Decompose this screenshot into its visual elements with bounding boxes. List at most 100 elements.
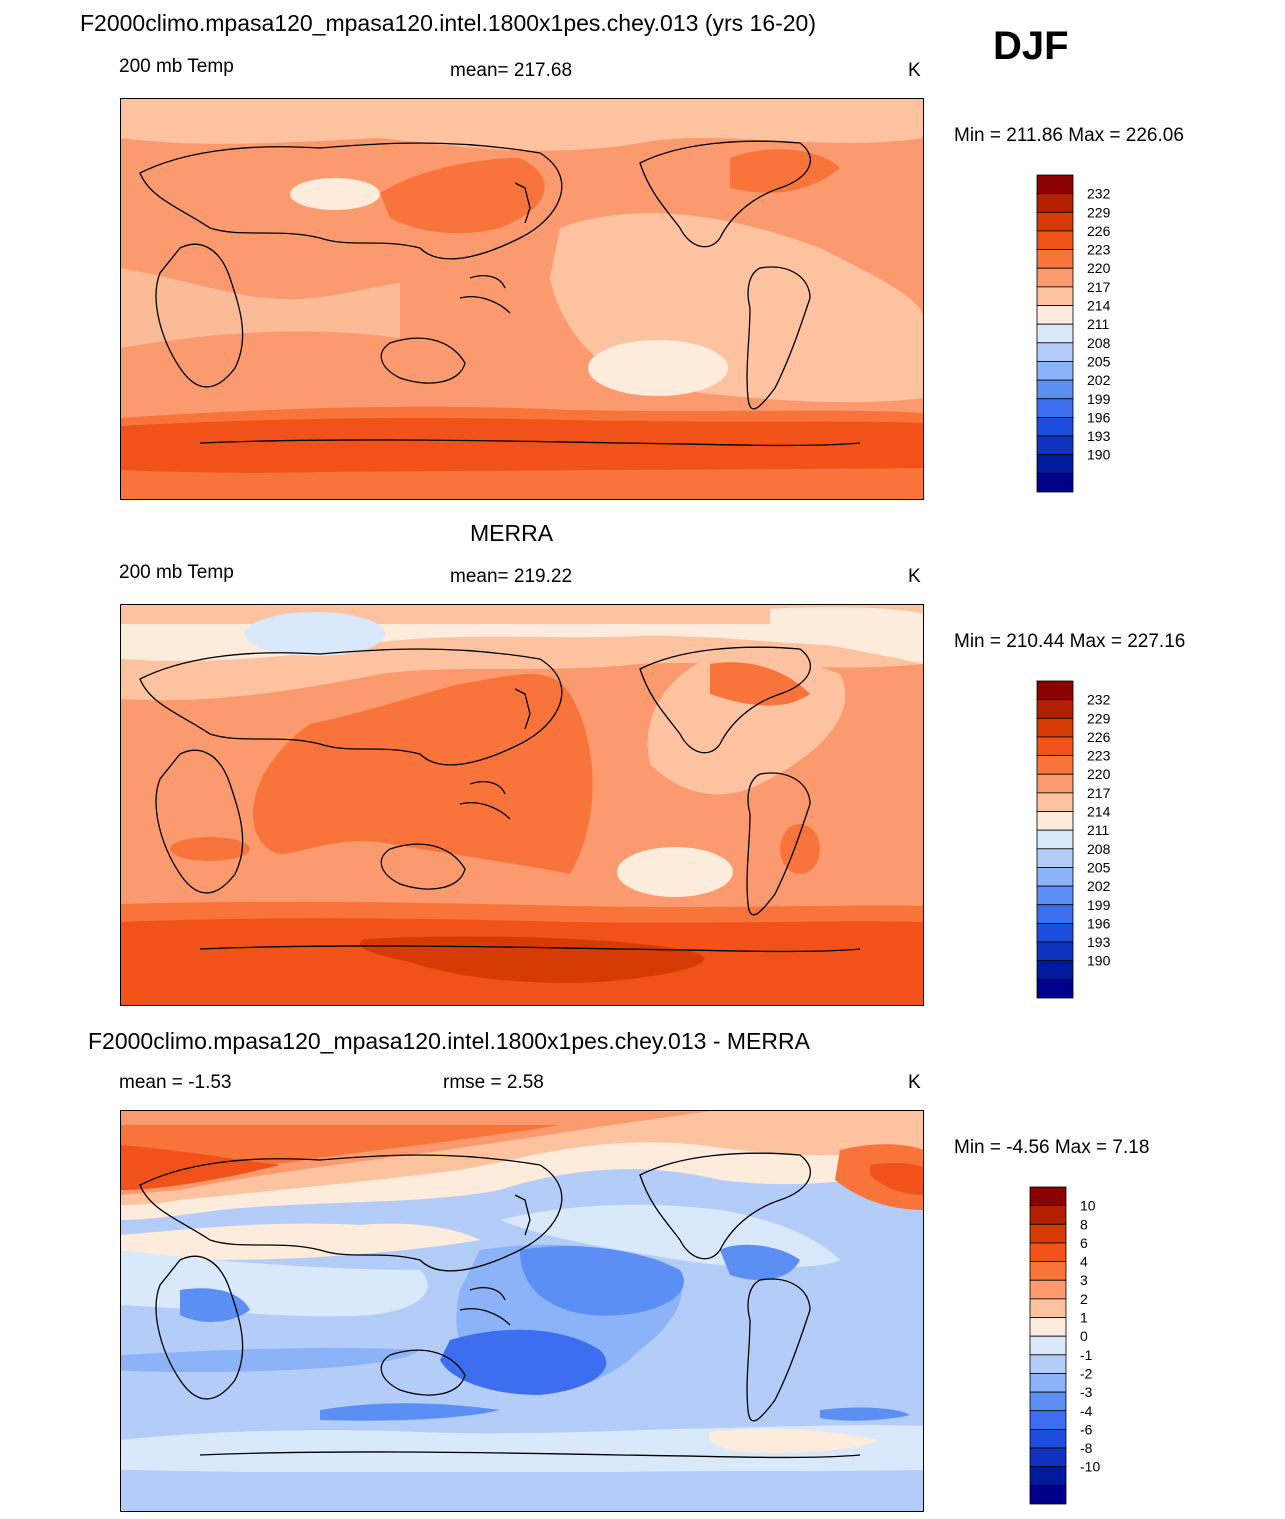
mean-label-diff: mean = -1.53: [119, 1072, 232, 1093]
minmax-label-model: Min = 211.86 Max = 226.06: [954, 125, 1184, 146]
colorbar-swatch: [1036, 867, 1074, 887]
colorbar-label: -6: [1080, 1421, 1093, 1437]
colorbar-label: 226: [1087, 729, 1111, 745]
field-contour: [820, 1407, 910, 1421]
colorbar-label: 8: [1080, 1216, 1088, 1232]
colorbar-label: 208: [1087, 335, 1111, 351]
field-contour: [360, 936, 705, 983]
season-label: DJF: [993, 24, 1069, 68]
colorbar-swatch: [1036, 472, 1074, 493]
field-contour: [870, 1162, 924, 1195]
colorbar-swatch: [1036, 174, 1074, 195]
field-contour: [120, 1145, 280, 1190]
colorbar-swatch: [1036, 680, 1074, 701]
colorbar-swatch: [1029, 1335, 1067, 1356]
colorbar-model: 232 229 226 223 220 217 214 211 208 205 202 199 196 1…: [1036, 174, 1111, 493]
colorbar-swatch: [1036, 792, 1074, 812]
colorbar-swatch: [1036, 249, 1074, 269]
colorbar-swatch: [1036, 193, 1074, 213]
colorbar-swatch: [1036, 699, 1074, 719]
colorbar-swatch: [1036, 811, 1074, 831]
colorbar-swatch: [1036, 454, 1074, 474]
colorbar-swatch: [1029, 1186, 1067, 1207]
colorbar-swatch: [1036, 211, 1074, 232]
colorbar-label: 1: [1080, 1310, 1088, 1326]
map-frame: [120, 1110, 924, 1512]
colorbar-obs: 232 229 226 223 220 217 214 211 208 205 202 199 196 1…: [1036, 680, 1111, 999]
coastlines: [139, 646, 861, 953]
colorbar-swatch: [1029, 1298, 1067, 1318]
colorbar-label: 211: [1087, 822, 1110, 838]
colorbar-label: 229: [1087, 710, 1111, 726]
colorbar-label: 220: [1087, 260, 1111, 276]
colorbar-swatch: [1036, 773, 1074, 794]
colorbar-swatch: [1029, 1205, 1067, 1225]
colorbar-swatch: [1036, 398, 1074, 418]
colorbar-label: 4: [1080, 1254, 1088, 1270]
colorbar-label: 208: [1087, 841, 1111, 857]
colorbar-label: 196: [1087, 915, 1111, 931]
colorbar-label: 211: [1087, 316, 1110, 332]
colorbar-label: 2: [1080, 1291, 1088, 1307]
colorbar-swatch: [1036, 267, 1074, 288]
field-contour: [440, 1329, 607, 1395]
colorbar-swatch: [1036, 361, 1074, 381]
colorbar-swatch: [1036, 379, 1074, 400]
colorbar-label: 217: [1087, 279, 1111, 295]
colorbar-label: 10: [1080, 1198, 1096, 1214]
panel-title-obs: MERRA: [470, 520, 554, 546]
colorbar-label: 232: [1087, 692, 1111, 708]
field-contour: [245, 612, 385, 656]
colorbar-label: -4: [1080, 1403, 1093, 1419]
colorbar-label: -8: [1080, 1440, 1093, 1456]
field-contour: [290, 178, 380, 210]
coastlines: [139, 140, 861, 447]
colorbar-swatch: [1029, 1484, 1067, 1505]
map-obs: [120, 604, 924, 1006]
colorbar-label: 196: [1087, 409, 1111, 425]
colorbar-label: 223: [1087, 242, 1111, 258]
colorbar-swatch: [1036, 342, 1074, 362]
colorbar-swatch: [1036, 829, 1074, 850]
colorbar-swatch: [1036, 848, 1074, 868]
field-contour: [710, 662, 810, 706]
field-contour: [120, 418, 924, 473]
colorbar-label: 193: [1087, 934, 1111, 950]
colorbar-swatch: [1029, 1261, 1067, 1281]
variable-label-model: 200 mb Temp: [119, 56, 234, 77]
colorbar-swatch: [1029, 1466, 1067, 1486]
minmax-label-diff: Min = -4.56 Max = 7.18: [954, 1137, 1150, 1158]
colorbar-swatch: [1036, 323, 1074, 344]
field-contour: [120, 1223, 480, 1260]
variable-label-obs: 200 mb Temp: [119, 562, 234, 583]
colorbar-label: 214: [1087, 298, 1111, 314]
map-model: [120, 98, 924, 500]
mean-label-obs: mean= 219.22: [450, 566, 573, 587]
colorbar-label: -2: [1080, 1365, 1093, 1381]
colorbar-swatch: [1029, 1410, 1067, 1430]
colorbar-label: 190: [1087, 447, 1111, 463]
colorbar-swatch: [1036, 230, 1074, 250]
colorbar-swatch: [1036, 941, 1074, 962]
units-label-diff: K: [908, 1072, 921, 1093]
field-contour: [380, 158, 545, 234]
field-contour: [120, 268, 400, 348]
colorbar-label: -3: [1080, 1384, 1093, 1400]
field-contour: [617, 847, 733, 897]
colorbar-label: 202: [1087, 878, 1111, 894]
field-contour: [720, 1244, 800, 1280]
colorbar-label: 199: [1087, 897, 1111, 913]
panel-title-diff: F2000climo.mpasa120_mpasa120.intel.1800x…: [88, 1028, 810, 1054]
colorbar-label: 220: [1087, 766, 1111, 782]
field-contour: [252, 674, 593, 874]
mean-label-model: mean= 217.68: [450, 60, 573, 81]
colorbar-swatch: [1029, 1447, 1067, 1468]
units-label-model: K: [908, 60, 921, 81]
colorbar-swatch: [1029, 1373, 1067, 1393]
colorbar-swatch: [1029, 1354, 1067, 1374]
colorbar-swatch: [1036, 717, 1074, 738]
field-contour: [320, 1403, 500, 1421]
field-contour: [120, 1347, 420, 1372]
colorbar-swatch: [1029, 1279, 1067, 1300]
